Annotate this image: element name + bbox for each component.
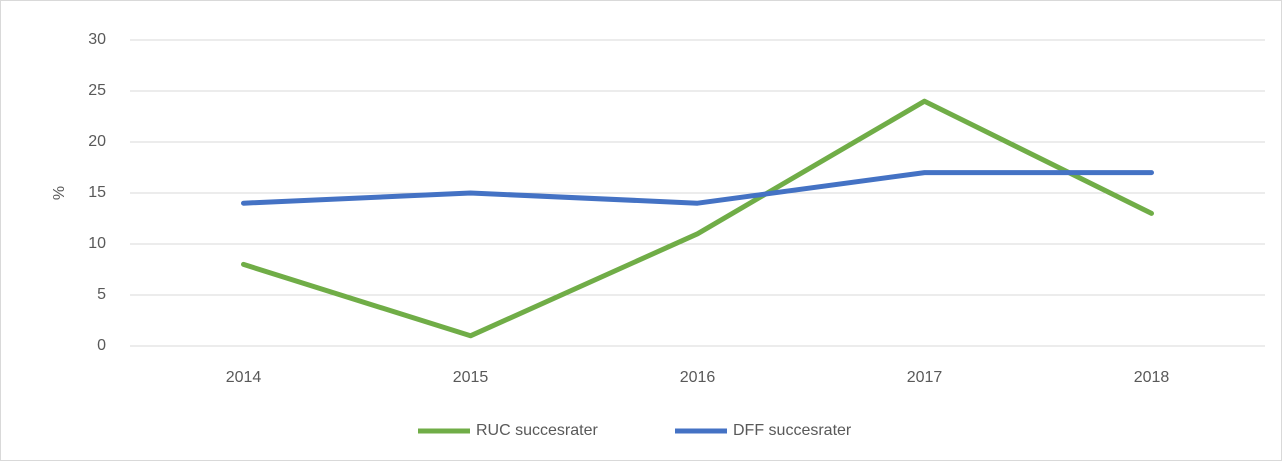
line-series	[241, 98, 1154, 339]
legend-label: RUC succesrater	[476, 422, 598, 439]
x-tick-label: 2014	[226, 369, 262, 386]
line-series	[241, 170, 1154, 206]
y-tick-label: 25	[88, 82, 106, 99]
y-tick-label: 20	[88, 133, 106, 150]
y-tick-label: 15	[88, 184, 106, 201]
x-tick-label: 2018	[1134, 369, 1170, 386]
x-tick-label: 2015	[453, 369, 489, 386]
y-tick-label: 5	[97, 286, 106, 303]
y-axis-label: %	[51, 186, 68, 200]
y-tick-label: 30	[88, 31, 106, 48]
legend-label: DFF succesrater	[733, 422, 852, 439]
y-tick-label: 0	[97, 337, 106, 354]
y-tick-label: 10	[88, 235, 106, 252]
x-tick-label: 2017	[907, 369, 943, 386]
x-tick-label: 2016	[680, 369, 716, 386]
